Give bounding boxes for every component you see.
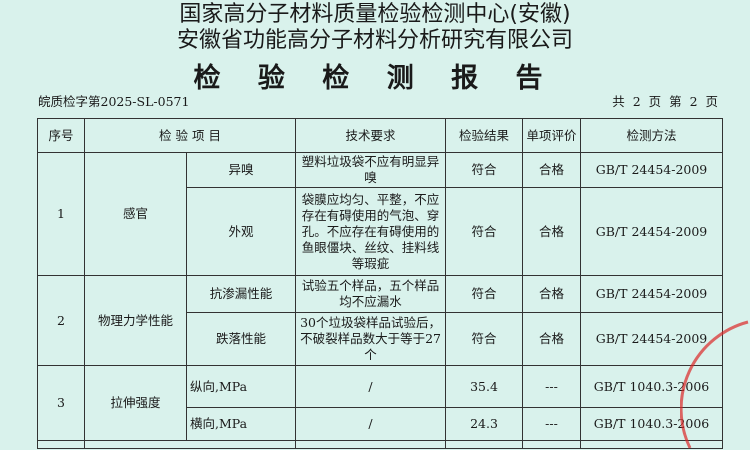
group-category: 拉伸强度: [84, 365, 187, 441]
item: 异嗅: [185, 152, 297, 188]
evaluation: 合格: [522, 312, 582, 366]
evaluation: ---: [522, 365, 582, 408]
requirement: 塑料垃圾袋不应有明显异嗅: [295, 152, 447, 188]
org-name-1: 国家高分子材料质量检验检测中心(安徽): [179, 2, 571, 27]
page-indicator: 共 2 页 第 2 页: [612, 94, 720, 109]
table-header-row: 序号 检 验 项 目 技术要求 检验结果 单项评价 检测方法: [37, 118, 724, 153]
col-header: 检验结果: [445, 118, 524, 153]
report-title: 检 验 检 测 报 告: [193, 63, 557, 94]
group-category: 物理力学性能: [84, 275, 187, 366]
requirement: /: [295, 407, 447, 441]
table-row: [37, 440, 724, 449]
group-no: 2: [37, 275, 85, 366]
requirement: /: [295, 365, 447, 408]
evaluation: 合格: [522, 187, 582, 276]
group-category: 感官: [84, 152, 187, 276]
result: 符合: [445, 275, 524, 313]
table-row: 外观 袋膜应均匀、平整，不应存在有碍使用的气泡、穿孔。不应存在有碍使用的鱼眼僵块…: [38, 187, 724, 276]
method: GB/T 24454-2009: [580, 187, 724, 276]
evaluation: 合格: [522, 152, 582, 188]
result: 符合: [445, 187, 524, 276]
item: 抗渗漏性能: [185, 275, 297, 313]
col-header: 单项评价: [522, 118, 582, 153]
method: GB/T 1040.3-2006: [580, 365, 724, 408]
result: 24.3: [445, 407, 524, 441]
group-no: 1: [37, 152, 85, 276]
method: GB/T 24454-2009: [580, 275, 724, 313]
col-header: 技术要求: [295, 118, 447, 153]
item: 横向,MPa: [185, 407, 297, 441]
item: 跌落性能: [185, 312, 297, 366]
table-row: 3 拉伸强度 纵向,MPa / 35.4 --- GB/T 1040.3-200…: [37, 365, 724, 441]
evaluation: ---: [522, 407, 582, 441]
item: 外观: [185, 187, 297, 276]
requirement: 试验五个样品，五个样品均不应漏水: [295, 275, 447, 313]
requirement: 30个垃圾袋样品试验后，不破裂样品数大于等于27个: [295, 312, 447, 366]
col-header: 检 验 项 目: [83, 118, 297, 153]
col-header: 检测方法: [580, 118, 724, 153]
official-seal-stamp: [680, 320, 749, 449]
evaluation: 合格: [522, 275, 582, 313]
org-name-2: 安徽省功能高分子材料分析研究有限公司: [176, 28, 573, 53]
method: GB/T 1040.3-2006: [580, 407, 724, 441]
result: 35.4: [445, 365, 524, 408]
item: 纵向,MPa: [185, 365, 297, 408]
method: GB/T 24454-2009: [580, 152, 724, 188]
result: 符合: [445, 312, 524, 366]
report-number: 皖质检字第2025-SL-0571: [38, 94, 190, 109]
requirement: 袋膜应均匀、平整，不应存在有碍使用的气泡、穿孔。不应存在有碍使用的鱼眼僵块、丝纹…: [295, 187, 447, 276]
table-row: 横向,MPa / 24.3 --- GB/T 1040.3-2006: [38, 407, 724, 441]
group-no: 3: [37, 365, 85, 441]
result: 符合: [445, 152, 524, 188]
results-table: 序号 检 验 项 目 技术要求 检验结果 单项评价 检测方法 1 感官 异嗅 塑…: [37, 118, 724, 449]
table-row: 2 物理力学性能 抗渗漏性能 试验五个样品，五个样品均不应漏水 符合 合格 GB…: [37, 275, 724, 366]
col-header: 序号: [37, 118, 85, 153]
table-row: 1 感官 异嗅 塑料垃圾袋不应有明显异嗅 符合 合格 GB/T 24454-20…: [37, 152, 724, 276]
